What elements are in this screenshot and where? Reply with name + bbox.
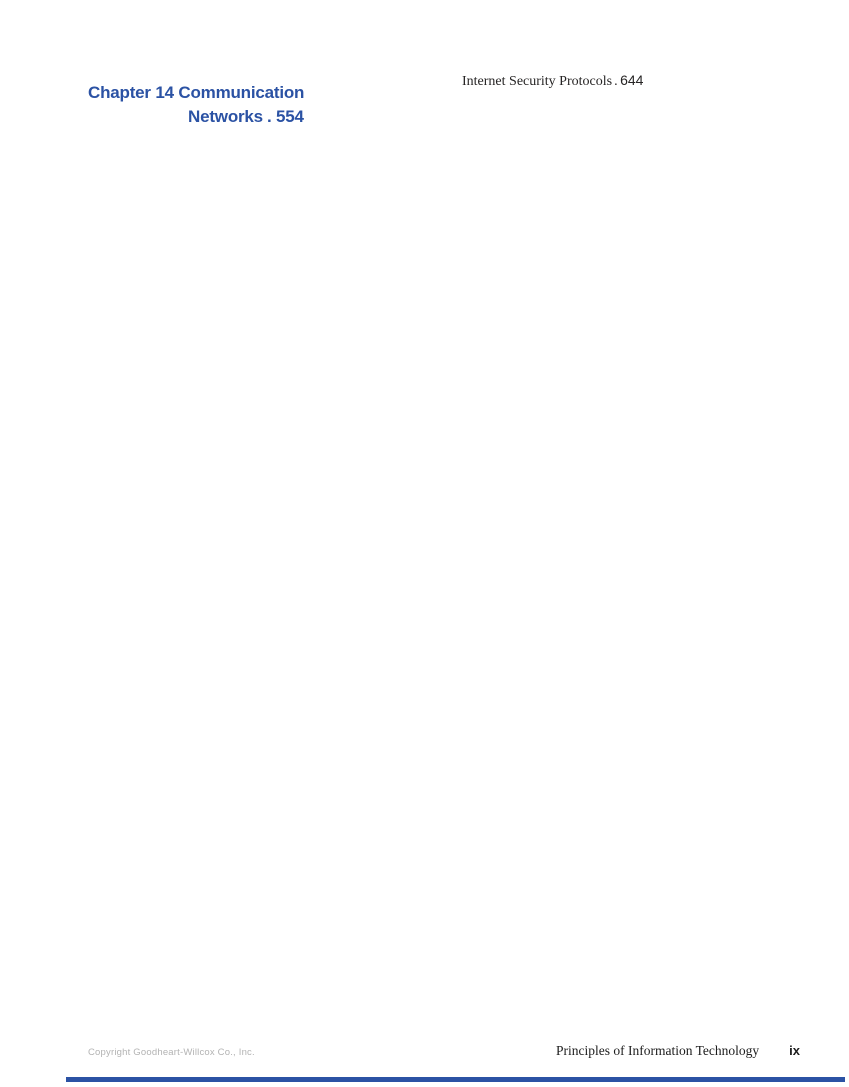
entry-title: Internet Security Protocols bbox=[462, 74, 613, 89]
toc-column-right: Internet Security Protocols 644 Protecti… bbox=[452, 70, 849, 1087]
toc-line: Chapter 14 Communication bbox=[88, 81, 433, 105]
copyright-notice: Copyright Goodheart-Willcox Co., Inc. bbox=[88, 1047, 255, 1058]
toc-entry-chapter: Chapter 14 Communication Networks 554 bbox=[88, 81, 849, 1087]
folio-page-number: ix bbox=[789, 1043, 800, 1058]
page-footer: Copyright Goodheart-Willcox Co., Inc. Pr… bbox=[88, 1043, 800, 1059]
entry-title: Chapter 14 Communication bbox=[88, 83, 305, 102]
book-title: Principles of Information Technology bbox=[556, 1043, 760, 1058]
toc-entry-sub: Internet Security Protocols 644 bbox=[452, 70, 849, 1087]
toc-column-left: Chapter 14 Communication Networks 554 Se… bbox=[88, 70, 849, 1087]
dot-leader bbox=[267, 105, 273, 129]
entry-title: Networks bbox=[188, 107, 263, 126]
toc-line: Internet Security Protocols 644 bbox=[452, 70, 849, 1087]
toc-line: Networks 554 bbox=[88, 105, 849, 1087]
page-number: 644 bbox=[620, 70, 849, 1087]
bottom-rule bbox=[66, 1077, 845, 1082]
footer-right: Principles of Information Technology ix bbox=[556, 1043, 800, 1059]
toc-columns: Chapter 14 Communication Networks 554 Se… bbox=[88, 70, 849, 1087]
